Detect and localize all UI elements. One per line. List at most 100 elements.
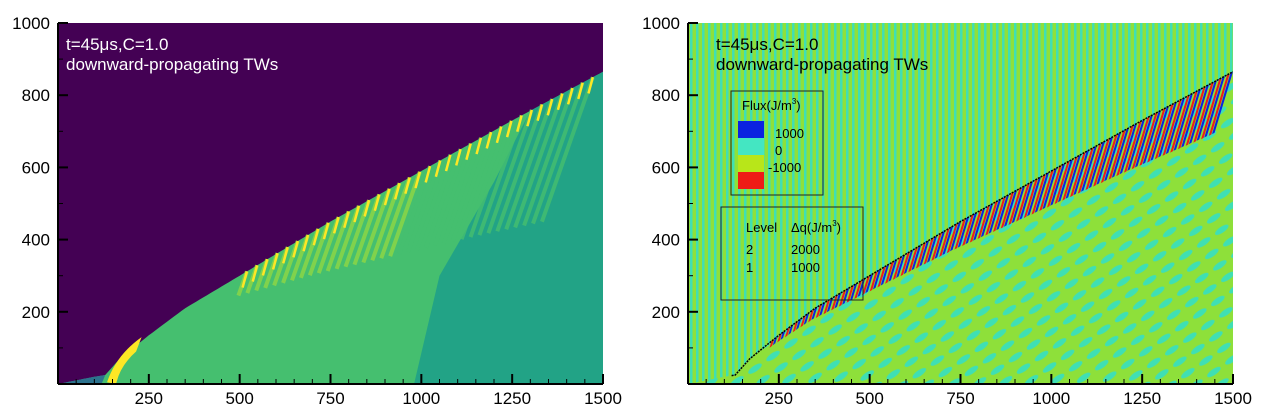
negative-flux-stripe	[1201, 77, 1222, 140]
wave-peak-mark	[526, 109, 533, 127]
negative-flux-stripe	[885, 261, 895, 284]
positive-flux-stripe	[880, 264, 890, 286]
y-tick-label: 1000	[642, 14, 680, 33]
flux-legend: Flux(J/m3) 1000 0 -1000	[730, 90, 824, 196]
right-axes: 250 500 750 1000 1250 1500 200 400 600 800 1000	[642, 14, 1252, 408]
positive-flux-stripe	[980, 203, 994, 238]
negative-flux-stripe	[1046, 165, 1062, 208]
transverse-wave-stripe	[495, 103, 544, 232]
negative-flux-stripe	[969, 209, 982, 243]
negative-flux-stripe	[877, 265, 887, 288]
negative-flux-stripe	[1100, 134, 1118, 184]
flux-background-burnt	[688, 71, 1233, 384]
negative-flux-stripe	[985, 200, 998, 236]
negative-flux-stripe	[1162, 99, 1182, 156]
wave-peak-mark	[516, 115, 523, 132]
positive-flux-stripe	[926, 235, 938, 263]
negative-flux-stripe	[1123, 120, 1142, 173]
negative-flux-stripe	[977, 205, 990, 240]
positive-flux-stripe	[865, 273, 874, 294]
negative-flux-stripe	[1000, 191, 1014, 229]
negative-flux-stripe	[784, 326, 791, 338]
transverse-wave-stripe	[513, 92, 565, 229]
negative-flux-stripe	[792, 320, 799, 333]
negative-flux-stripe	[854, 280, 863, 299]
positive-flux-stripe	[988, 198, 1002, 234]
negative-flux-stripe	[1185, 86, 1206, 146]
negative-flux-stripe	[1193, 82, 1214, 143]
positive-flux-stripe	[1188, 84, 1210, 145]
left-annotation-line-1: t=45μs,C=1.0	[66, 35, 168, 54]
positive-flux-stripe	[903, 249, 914, 275]
corner-region	[58, 374, 106, 384]
x-tick-label: 1000	[1032, 389, 1070, 408]
positive-flux-stripe	[1050, 163, 1066, 206]
legend-label: 0	[775, 143, 782, 158]
x-tick-label: 250	[765, 389, 793, 408]
negative-flux-stripe	[777, 332, 783, 343]
ignition-zone	[107, 337, 142, 384]
positive-flux-stripe	[826, 297, 834, 313]
positive-flux-stripe	[803, 312, 810, 325]
negative-flux-stripe	[915, 242, 926, 269]
positive-flux-stripe	[849, 283, 858, 301]
negative-flux-stripe	[823, 299, 831, 315]
y-tick-label: 400	[22, 231, 50, 250]
wave-peak-mark	[444, 154, 452, 172]
legend-swatch	[738, 172, 764, 189]
positive-flux-stripe	[811, 306, 818, 320]
negative-flux-stripe	[1016, 182, 1030, 222]
transverse-wave-stripe	[486, 109, 534, 234]
negative-flux-stripe	[769, 339, 775, 348]
y-tick-label: 1000	[12, 14, 50, 33]
transverse-wave-stripe	[415, 154, 453, 251]
wave-peak-mark	[363, 199, 371, 217]
positive-flux-stripe	[1057, 158, 1074, 203]
x-tick-label: 1250	[1123, 389, 1161, 408]
positive-flux-stripe	[1204, 76, 1226, 138]
positive-flux-stripe	[911, 244, 922, 271]
level-header: Level	[746, 220, 777, 235]
y-tick-label: 400	[652, 231, 680, 250]
wave-peak-mark	[485, 131, 493, 149]
negative-flux-stripe	[1147, 107, 1166, 163]
positive-flux-stripe	[1119, 123, 1138, 175]
positive-flux-stripe	[1181, 88, 1202, 148]
positive-flux-stripe	[1042, 167, 1058, 210]
negative-flux-stripe	[1062, 156, 1078, 201]
negative-flux-stripe	[900, 251, 910, 277]
wave-peak-mark	[251, 264, 259, 282]
negative-flux-stripe	[869, 270, 879, 292]
wave-peak-mark	[455, 148, 462, 166]
negative-flux-stripe	[808, 309, 815, 323]
transverse-wave-stripe	[432, 142, 473, 247]
transverse-wave-stripe	[477, 114, 524, 236]
wave-peak-mark	[566, 87, 574, 105]
negative-flux-stripe	[1139, 112, 1158, 166]
negative-flux-stripe	[1008, 187, 1022, 226]
level-row-2-dq: 1000	[791, 260, 820, 275]
positive-flux-stripe	[965, 212, 978, 245]
negative-flux-stripe	[931, 232, 942, 261]
negative-flux-stripe	[923, 237, 934, 265]
positive-flux-stripe	[772, 336, 778, 346]
positive-flux-stripe	[834, 292, 842, 309]
negative-flux-stripe	[1177, 90, 1198, 150]
negative-flux-stripe	[1116, 125, 1134, 177]
legend-swatch	[738, 138, 764, 155]
positive-flux-stripe	[1027, 176, 1042, 217]
positive-flux-stripe	[1165, 97, 1186, 155]
wave-peak-mark	[271, 252, 279, 270]
flux-legend-title: Flux(J/m3)	[742, 97, 801, 113]
wave-peak-mark	[322, 222, 330, 240]
positive-flux-stripe	[1127, 118, 1146, 171]
negative-flux-stripe	[838, 289, 847, 307]
positive-flux-stripe	[957, 216, 970, 248]
positive-flux-stripe	[1011, 185, 1026, 224]
wave-peak-mark	[434, 160, 442, 178]
negative-flux-stripe	[908, 246, 918, 273]
wave-peak-mark	[292, 240, 300, 258]
negative-flux-stripe	[1085, 142, 1102, 191]
wave-peak-mark	[495, 126, 503, 144]
